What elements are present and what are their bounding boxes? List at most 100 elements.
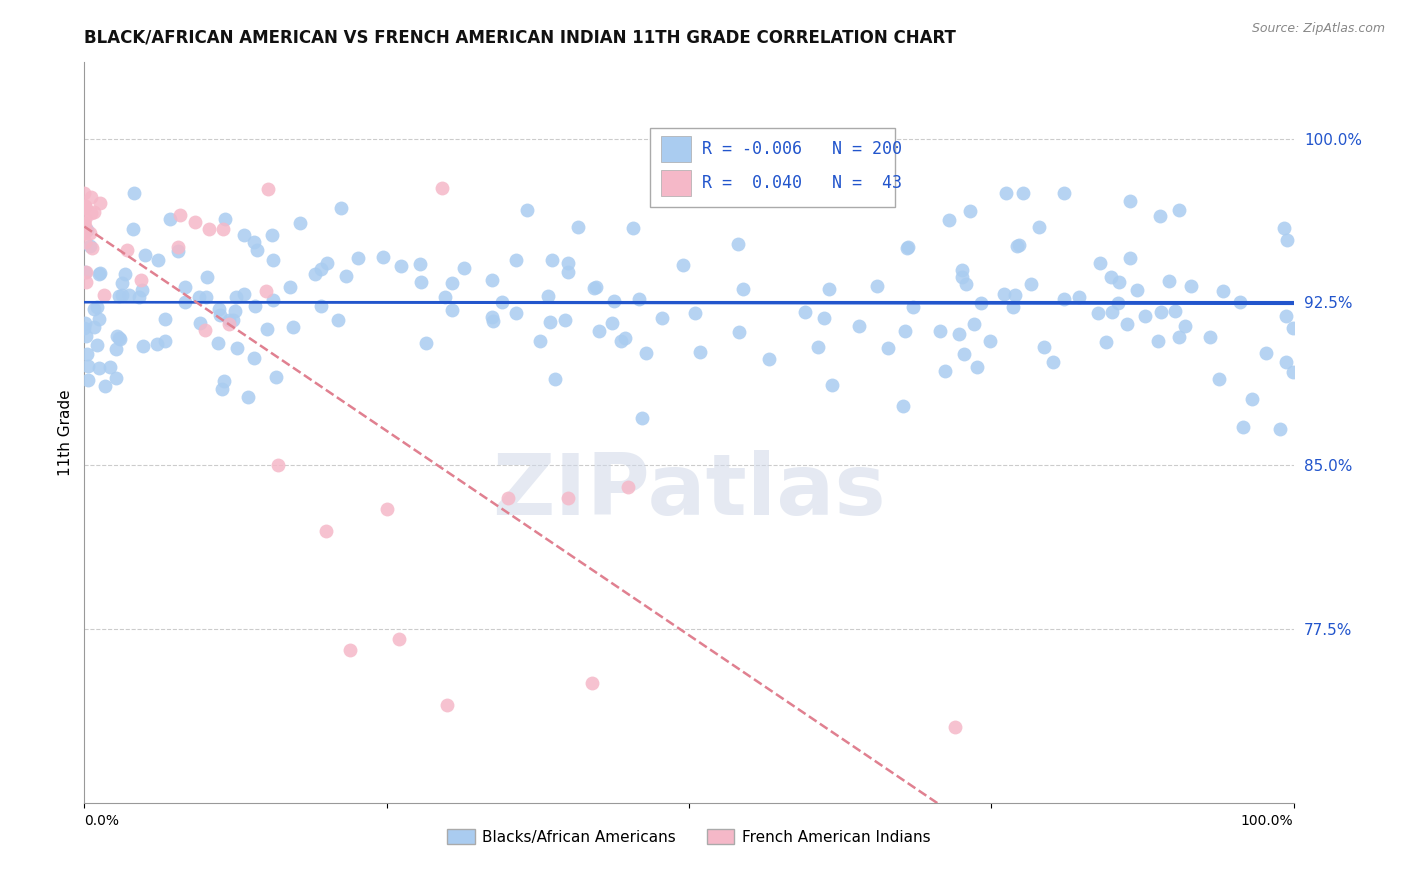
Point <box>114 267 136 281</box>
Point <box>73 186 96 201</box>
Point <box>1033 340 1056 354</box>
Text: R =  0.040   N =  43: R = 0.040 N = 43 <box>702 174 903 193</box>
Point <box>538 315 561 329</box>
Legend: Blacks/African Americans, French American Indians: Blacks/African Americans, French America… <box>441 823 936 851</box>
Point <box>1116 318 1139 332</box>
Point <box>491 295 513 310</box>
Point <box>236 390 259 404</box>
Point <box>290 216 312 230</box>
Point <box>481 310 503 324</box>
Point <box>83 302 105 317</box>
Point <box>614 331 637 345</box>
Point <box>75 199 97 213</box>
Point <box>218 317 240 331</box>
Point <box>80 206 103 220</box>
Point <box>128 290 150 304</box>
Point <box>188 316 211 330</box>
Point <box>75 276 97 290</box>
Point <box>212 374 235 388</box>
Point <box>243 235 266 249</box>
Point <box>108 331 131 345</box>
Point <box>1119 252 1142 266</box>
Point <box>145 336 167 351</box>
Point <box>169 208 191 222</box>
Point <box>129 273 152 287</box>
Point <box>211 222 233 236</box>
Point <box>950 269 973 284</box>
Point <box>877 341 900 355</box>
Point <box>948 327 970 342</box>
Point <box>79 239 101 253</box>
Point <box>1011 186 1033 200</box>
Y-axis label: 11th Grade: 11th Grade <box>58 389 73 476</box>
Point <box>1150 305 1173 319</box>
Point <box>440 277 463 291</box>
Point <box>727 325 749 339</box>
Point <box>482 314 505 328</box>
Point <box>959 204 981 219</box>
Point <box>848 318 870 333</box>
Point <box>105 328 128 343</box>
Point <box>195 290 218 304</box>
Point <box>1149 209 1171 223</box>
Point <box>1042 355 1064 369</box>
Point <box>891 399 914 413</box>
Point <box>226 341 249 355</box>
Point <box>79 226 101 240</box>
Point <box>115 244 138 258</box>
Point <box>89 266 111 280</box>
Point <box>818 282 841 296</box>
Point <box>1270 422 1292 436</box>
Point <box>481 273 503 287</box>
Point <box>440 303 463 318</box>
Point <box>689 344 711 359</box>
Point <box>1180 279 1202 293</box>
Point <box>335 268 357 283</box>
Point <box>184 215 207 229</box>
Point <box>505 252 527 267</box>
Point <box>585 280 607 294</box>
Point <box>554 313 576 327</box>
Point <box>1067 289 1090 303</box>
Point <box>505 305 527 319</box>
Point <box>82 241 104 255</box>
Point <box>1168 330 1191 344</box>
Point <box>134 248 156 262</box>
Point <box>929 324 952 338</box>
Point <box>1274 355 1296 369</box>
Point <box>89 360 111 375</box>
Point <box>111 287 134 301</box>
Point <box>131 283 153 297</box>
Point <box>224 304 246 318</box>
Point <box>672 258 695 272</box>
Point <box>110 332 132 346</box>
Point <box>1240 392 1263 407</box>
Point <box>281 320 304 334</box>
Point <box>262 228 284 243</box>
Point <box>731 282 754 296</box>
Text: 100.0%: 100.0% <box>1241 814 1294 828</box>
Point <box>1001 300 1024 314</box>
Point <box>329 201 352 215</box>
Point <box>389 260 412 274</box>
Point <box>243 351 266 365</box>
Point <box>1107 295 1129 310</box>
Point <box>73 265 96 279</box>
Point <box>1108 275 1130 289</box>
Point <box>952 347 974 361</box>
Point <box>375 501 398 516</box>
Point <box>233 227 256 242</box>
Point <box>581 676 603 690</box>
Point <box>631 411 654 425</box>
Point <box>1028 219 1050 234</box>
Point <box>793 305 815 319</box>
Point <box>1053 292 1076 306</box>
Point <box>159 212 181 227</box>
Point <box>256 321 278 335</box>
Point <box>315 524 337 538</box>
Point <box>73 316 96 330</box>
Point <box>111 277 134 291</box>
Point <box>197 269 219 284</box>
Point <box>198 222 221 236</box>
Point <box>118 288 141 302</box>
